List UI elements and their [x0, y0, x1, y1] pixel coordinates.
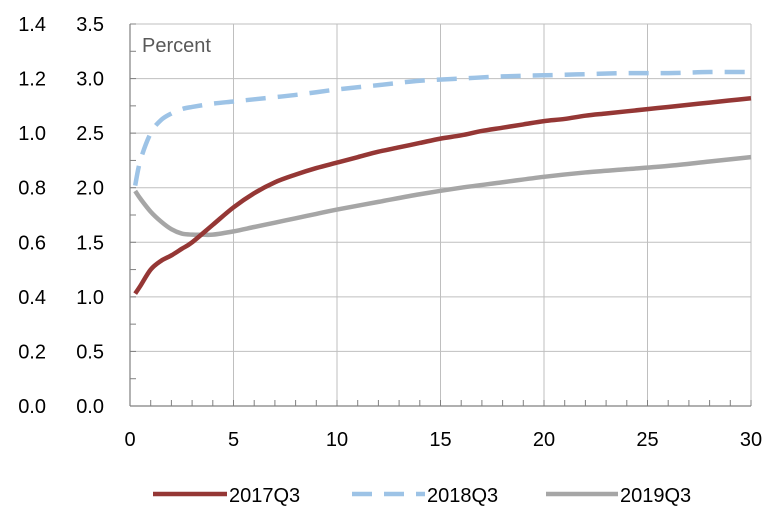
legend-label-2018Q3: 2018Q3: [427, 485, 498, 507]
y-tick-label-left: 0.0: [18, 396, 46, 418]
y-tick-label: 2.0: [76, 178, 104, 200]
y-tick-label-left: 0.8: [18, 178, 46, 200]
series-line-2017Q3: [133, 95, 752, 295]
x-tick-label: 0: [124, 429, 135, 451]
y-tick-label: 3.5: [76, 14, 104, 36]
y-tick-label: 0.0: [76, 396, 104, 418]
x-tick-label: 20: [533, 429, 555, 451]
x-tick-label: 15: [429, 429, 451, 451]
y-tick-label-left: 0.6: [18, 232, 46, 254]
x-tick-label: 10: [326, 429, 348, 451]
x-tick-label: 5: [228, 429, 239, 451]
series-line-2018Q3: [132, 69, 752, 186]
y-tick-label-left: 1.4: [18, 14, 46, 36]
y-tick-label: 2.5: [76, 123, 104, 145]
legend-label-2017Q3: 2017Q3: [229, 485, 300, 507]
y-tick-label: 0.5: [76, 341, 104, 363]
legend-label-2019Q3: 2019Q3: [620, 485, 691, 507]
series-lines: [132, 69, 752, 295]
y-tick-label-left: 1.2: [18, 69, 46, 91]
x-tick-label: 25: [636, 429, 658, 451]
percent-annotation: Percent: [142, 35, 211, 57]
y-tick-label: 3.0: [76, 69, 104, 91]
y-tick-label-left: 0.4: [18, 287, 46, 309]
axes: 0.0 0.0 0.5 0.2 1.0 0.4 1.5 0.6 2.0 0.8 2.5 1.0 3.0 1…: [18, 14, 762, 451]
y-tick-label: 1.5: [76, 232, 104, 254]
x-tick-label: 30: [740, 429, 762, 451]
y-tick-label: 1.0: [76, 287, 104, 309]
legend: 2017Q3 2018Q3 2019Q3: [153, 485, 691, 507]
y-tick-label-left: 1.0: [18, 123, 46, 145]
y-tick-label-left: 0.2: [18, 341, 46, 363]
series-line-2019Q3: [133, 154, 752, 238]
